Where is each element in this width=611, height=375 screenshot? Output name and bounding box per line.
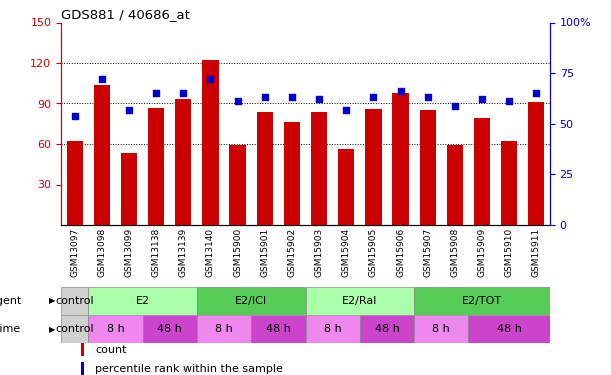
Point bbox=[368, 94, 378, 100]
Bar bbox=[360, 315, 414, 343]
Bar bbox=[88, 315, 142, 343]
Bar bbox=[175, 99, 191, 225]
Text: time: time bbox=[0, 324, 21, 334]
Bar bbox=[392, 93, 409, 225]
Point bbox=[477, 96, 487, 102]
Bar bbox=[447, 146, 463, 225]
Bar bbox=[311, 112, 327, 225]
Text: count: count bbox=[95, 345, 127, 355]
Bar bbox=[284, 122, 300, 225]
Bar bbox=[365, 109, 381, 225]
Bar bbox=[414, 287, 550, 315]
Text: 48 h: 48 h bbox=[375, 324, 400, 334]
Bar bbox=[81, 362, 84, 375]
Bar bbox=[197, 287, 306, 315]
Bar bbox=[474, 118, 490, 225]
Bar bbox=[251, 315, 306, 343]
Point bbox=[314, 96, 324, 102]
Text: ▶: ▶ bbox=[49, 324, 55, 334]
Text: control: control bbox=[56, 296, 94, 306]
Point bbox=[124, 106, 134, 112]
Bar bbox=[93, 85, 110, 225]
Text: E2/ICI: E2/ICI bbox=[235, 296, 267, 306]
Bar bbox=[202, 60, 219, 225]
Text: percentile rank within the sample: percentile rank within the sample bbox=[95, 364, 283, 374]
Point bbox=[260, 94, 269, 100]
Point bbox=[423, 94, 433, 100]
Text: 8 h: 8 h bbox=[106, 324, 124, 334]
Point bbox=[396, 88, 406, 94]
Point bbox=[152, 90, 161, 96]
Bar bbox=[501, 141, 518, 225]
Text: ▶: ▶ bbox=[49, 296, 55, 305]
Text: E2/TOT: E2/TOT bbox=[462, 296, 502, 306]
Text: 8 h: 8 h bbox=[215, 324, 233, 334]
Bar bbox=[67, 141, 83, 225]
Point bbox=[233, 99, 243, 105]
Point bbox=[287, 94, 297, 100]
Bar bbox=[142, 315, 197, 343]
Point bbox=[97, 76, 107, 82]
Point bbox=[450, 102, 459, 108]
Text: agent: agent bbox=[0, 296, 21, 306]
Text: control: control bbox=[56, 324, 94, 334]
Point bbox=[178, 90, 188, 96]
Bar bbox=[528, 102, 544, 225]
Text: 48 h: 48 h bbox=[157, 324, 182, 334]
Text: GDS881 / 40686_at: GDS881 / 40686_at bbox=[61, 8, 190, 21]
Text: 48 h: 48 h bbox=[497, 324, 522, 334]
Point bbox=[532, 90, 541, 96]
Bar bbox=[306, 287, 414, 315]
Bar bbox=[257, 112, 273, 225]
Point bbox=[504, 99, 514, 105]
Text: 8 h: 8 h bbox=[433, 324, 450, 334]
Text: 48 h: 48 h bbox=[266, 324, 291, 334]
Text: E2: E2 bbox=[136, 296, 150, 306]
Point bbox=[342, 106, 351, 112]
Bar bbox=[414, 315, 469, 343]
Bar bbox=[121, 153, 137, 225]
Bar bbox=[230, 146, 246, 225]
Point bbox=[70, 112, 79, 118]
Bar bbox=[61, 315, 88, 343]
Bar bbox=[197, 315, 251, 343]
Bar bbox=[306, 315, 360, 343]
Bar bbox=[61, 287, 88, 315]
Bar bbox=[88, 287, 197, 315]
Text: E2/Ral: E2/Ral bbox=[342, 296, 378, 306]
Bar bbox=[469, 315, 550, 343]
Text: 8 h: 8 h bbox=[324, 324, 342, 334]
Point bbox=[205, 76, 215, 82]
Bar bbox=[338, 149, 354, 225]
Bar bbox=[420, 110, 436, 225]
Bar bbox=[148, 108, 164, 225]
Bar bbox=[81, 343, 84, 356]
